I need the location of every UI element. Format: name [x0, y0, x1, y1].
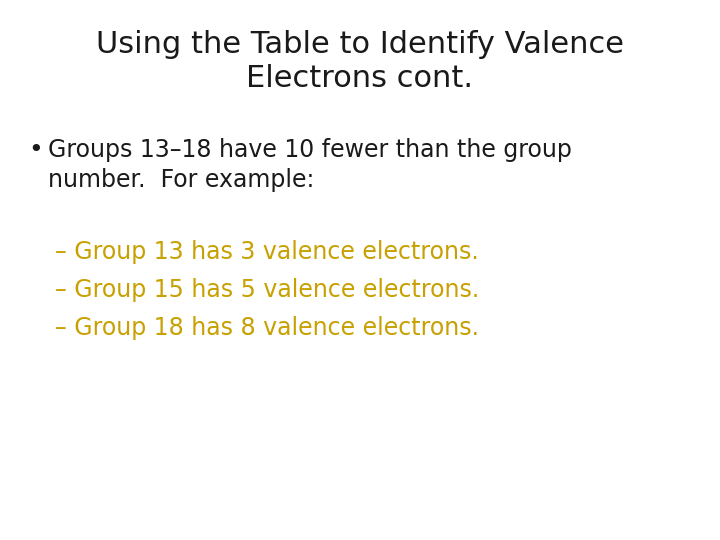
Text: number.  For example:: number. For example: [48, 168, 315, 192]
Text: Using the Table to Identify Valence: Using the Table to Identify Valence [96, 30, 624, 59]
Text: Groups 13–18 have 10 fewer than the group: Groups 13–18 have 10 fewer than the grou… [48, 138, 572, 162]
Text: – Group 15 has 5 valence electrons.: – Group 15 has 5 valence electrons. [55, 278, 480, 302]
Text: – Group 18 has 8 valence electrons.: – Group 18 has 8 valence electrons. [55, 316, 479, 340]
Text: Electrons cont.: Electrons cont. [246, 64, 474, 93]
Text: – Group 13 has 3 valence electrons.: – Group 13 has 3 valence electrons. [55, 240, 479, 264]
Text: •: • [28, 138, 42, 162]
